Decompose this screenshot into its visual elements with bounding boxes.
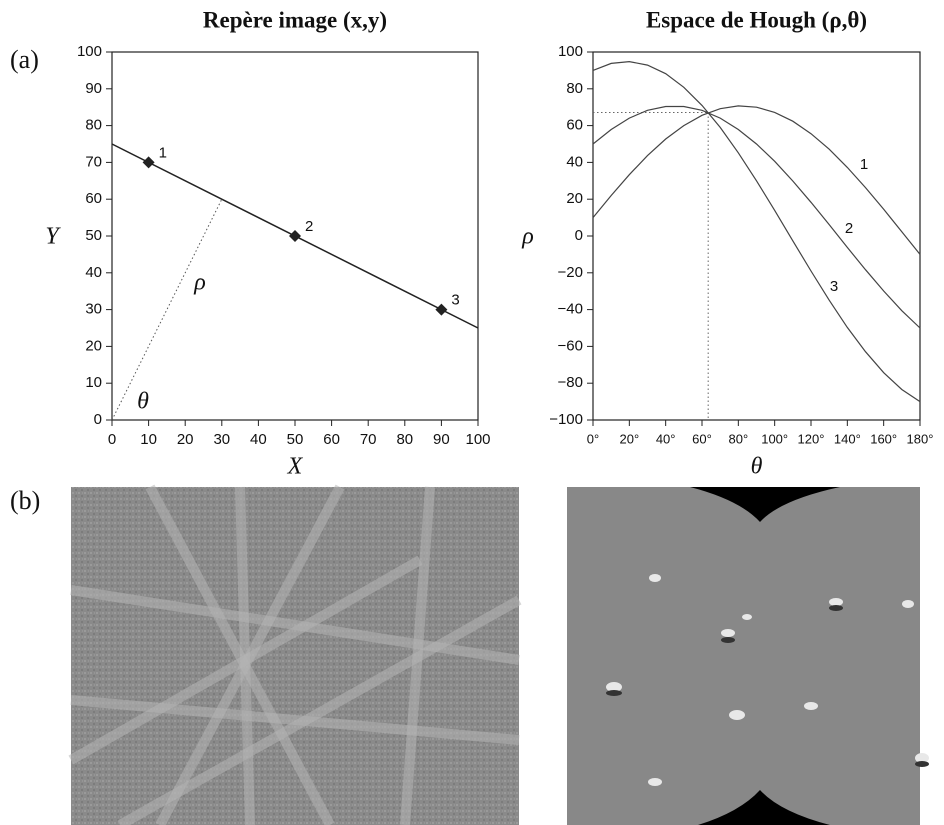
x-tick-label: 50	[287, 431, 304, 448]
x-axis-label: θ	[751, 454, 763, 480]
x-tick-label: 40	[250, 431, 267, 448]
curve-label: 2	[845, 220, 853, 237]
y-tick-label: 30	[85, 301, 102, 318]
y-tick-label: −60	[558, 337, 583, 354]
y-tick-label: 60	[566, 117, 583, 134]
y-tick-label: 100	[558, 43, 583, 60]
y-tick-label: 60	[85, 190, 102, 207]
hough-image	[567, 487, 929, 825]
y-tick-label: 50	[85, 227, 102, 244]
x-tick-label: 100°	[761, 431, 788, 446]
y-tick-label: 70	[85, 153, 102, 170]
y-tick-label: −40	[558, 301, 583, 318]
y-tick-label: 80	[85, 117, 102, 134]
y-tick-label: 0	[575, 227, 583, 244]
kikuchi-image	[68, 484, 522, 825]
panel-label: (a)	[10, 45, 39, 74]
y-tick-label: 80	[566, 80, 583, 97]
x-tick-label: 30	[213, 431, 230, 448]
curve-label: 1	[860, 156, 868, 173]
chart-title: Repère image (x,y)	[203, 7, 387, 32]
point-label: 3	[451, 292, 459, 309]
hough-curve	[592, 60, 921, 403]
y-tick-label: 10	[85, 374, 102, 391]
point-label: 2	[305, 218, 313, 235]
hough-curve	[592, 105, 921, 255]
x-tick-label: 140°	[834, 431, 861, 446]
x-tick-label: 0°	[587, 431, 599, 446]
x-tick-label: 40°	[656, 431, 676, 446]
x-tick-label: 90	[433, 431, 450, 448]
x-tick-label: 100	[465, 431, 490, 448]
y-tick-label: 40	[566, 153, 583, 170]
point	[435, 303, 448, 316]
y-tick-label: −100	[549, 411, 583, 428]
x-tick-label: 120°	[798, 431, 825, 446]
panel-label: (b)	[10, 486, 40, 515]
y-axis-label: Y	[45, 224, 61, 250]
point	[289, 230, 301, 242]
x-tick-label: 60°	[692, 431, 712, 446]
x-tick-label: 10	[140, 431, 157, 448]
curve-label: 3	[830, 278, 838, 295]
hough-curve	[592, 105, 921, 329]
y-tick-label: 20	[566, 190, 583, 207]
x-axis-label: X	[287, 454, 304, 480]
annotation: ρ	[193, 270, 206, 296]
point	[142, 156, 155, 169]
chart-title: Espace de Hough (ρ,θ)	[646, 7, 867, 32]
y-tick-label: 40	[85, 264, 102, 281]
x-tick-label: 70	[360, 431, 377, 448]
y-tick-label: −80	[558, 374, 583, 391]
y-tick-label: 90	[85, 80, 102, 97]
point-label: 1	[159, 144, 167, 161]
y-tick-label: 0	[94, 411, 102, 428]
perpendicular	[111, 198, 223, 421]
x-tick-label: 0	[108, 431, 116, 448]
y-axis-label: ρ	[521, 224, 534, 250]
x-tick-label: 160°	[870, 431, 897, 446]
x-tick-label: 80	[396, 431, 413, 448]
x-tick-label: 20°	[619, 431, 639, 446]
y-tick-label: 100	[77, 43, 102, 60]
y-tick-label: −20	[558, 264, 583, 281]
annotation: θ	[137, 389, 149, 415]
x-tick-label: 180°	[907, 431, 934, 446]
x-tick-label: 80°	[728, 431, 748, 446]
x-tick-label: 60	[323, 431, 340, 448]
y-tick-label: 20	[85, 337, 102, 354]
x-tick-label: 20	[177, 431, 194, 448]
